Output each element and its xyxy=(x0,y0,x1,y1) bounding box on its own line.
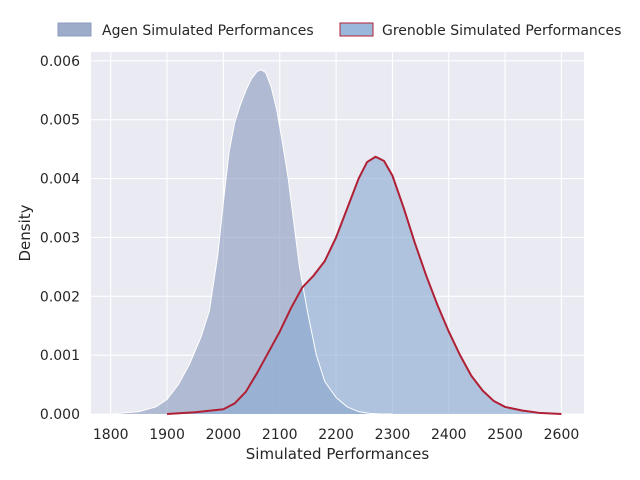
y-tick-label: 0.003 xyxy=(40,230,80,246)
x-tick-label: 2100 xyxy=(262,427,298,443)
series-line-0 xyxy=(110,69,393,415)
x-tick-label: 2000 xyxy=(206,427,242,443)
x-tick-label: 2300 xyxy=(375,427,411,443)
legend-swatch xyxy=(339,22,374,37)
x-axis-label: Simulated Performances xyxy=(246,445,430,463)
x-tick-label: 2500 xyxy=(487,427,523,443)
legend-entry-1: Grenoble Simulated Performances xyxy=(339,22,621,39)
x-tick-label: 2200 xyxy=(318,427,354,443)
y-tick-label: 0.001 xyxy=(40,348,80,364)
y-tick-label: 0.006 xyxy=(40,54,80,70)
y-tick-label: 0.004 xyxy=(40,172,80,188)
x-tick-label: 2400 xyxy=(431,427,467,443)
series-layer xyxy=(110,69,562,415)
series-line-1 xyxy=(166,155,562,415)
y-axis-label: Density xyxy=(16,204,34,261)
series-area-0 xyxy=(110,69,393,414)
series-area-1 xyxy=(167,156,562,414)
x-axis: 1800 1900 2000 2100 2200 2300 2400 2500 2600 xyxy=(93,427,579,443)
legend-swatch xyxy=(57,22,92,37)
y-tick-label: 0.002 xyxy=(40,289,80,305)
legend: Agen Simulated Performances Grenoble Simu… xyxy=(57,22,621,39)
y-tick-label: 0.000 xyxy=(40,407,80,423)
x-tick-label: 2600 xyxy=(544,427,580,443)
legend-label: Grenoble Simulated Performances xyxy=(382,23,621,39)
legend-label: Agen Simulated Performances xyxy=(102,23,314,39)
x-tick-label: 1900 xyxy=(149,427,185,443)
y-tick-label: 0.005 xyxy=(40,113,80,129)
x-tick-label: 1800 xyxy=(93,427,129,443)
legend-entry-0: Agen Simulated Performances xyxy=(57,22,314,39)
y-axis: 0.000 0.001 0.002 0.003 0.004 0.005 0.006 xyxy=(40,54,80,423)
